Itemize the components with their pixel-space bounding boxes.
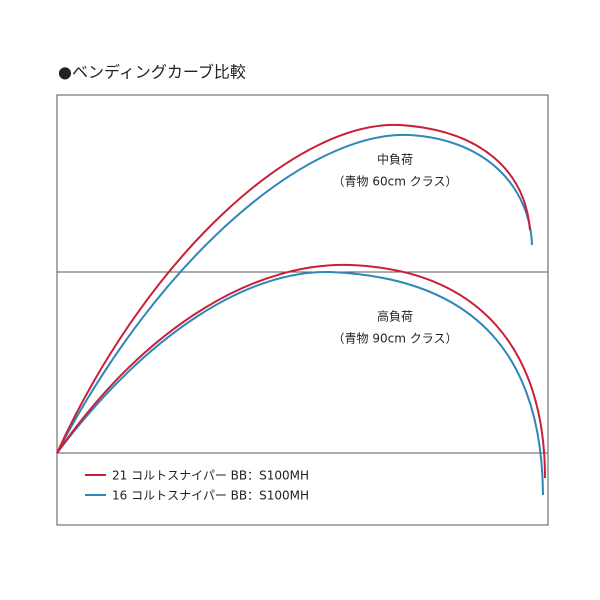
panel-sublabel: （青物 60cm クラス） bbox=[333, 175, 458, 189]
curve-16-medium bbox=[56, 133, 533, 454]
legend-label: 16 コルトスナイパー BB：S100MH bbox=[112, 489, 309, 503]
panel-label: 中負荷 bbox=[377, 152, 413, 167]
title: ●ベンディングカーブ比較 bbox=[58, 63, 246, 82]
curve-21-high bbox=[56, 263, 546, 479]
curve-16-high bbox=[56, 270, 544, 496]
panel-sublabel: （青物 90cm クラス） bbox=[333, 332, 458, 346]
panel-label: 高負荷 bbox=[377, 309, 413, 324]
frame bbox=[56, 94, 549, 526]
curve-21-medium bbox=[56, 123, 531, 454]
legend-label: 21 コルトスナイパー BB：S100MH bbox=[112, 469, 309, 483]
